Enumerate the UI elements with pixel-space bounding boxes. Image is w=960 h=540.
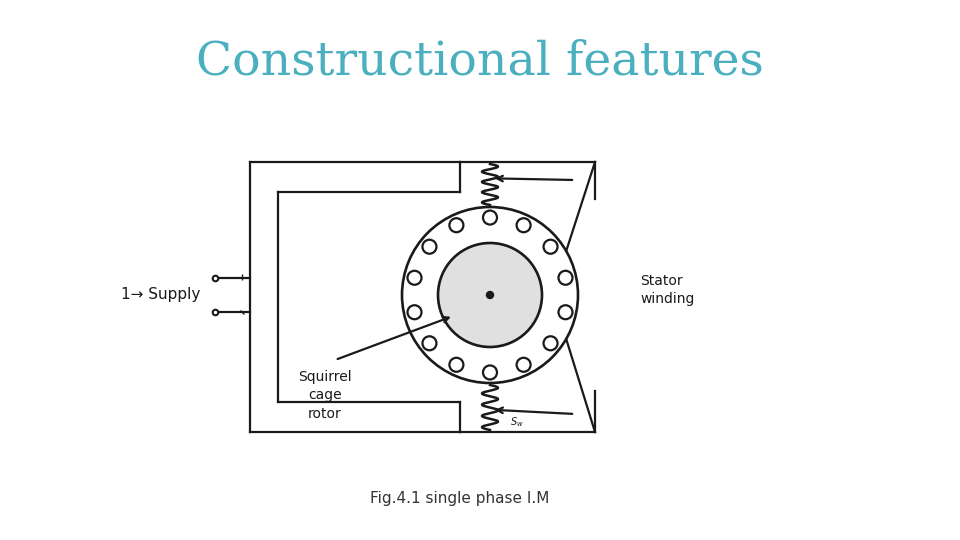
Circle shape [449,358,464,372]
Circle shape [407,305,421,319]
Circle shape [422,240,437,254]
Circle shape [483,211,497,225]
Text: 1→ Supply: 1→ Supply [121,287,200,302]
Circle shape [422,336,437,350]
Text: Fig.4.1 single phase I.M: Fig.4.1 single phase I.M [371,490,550,505]
Text: Squirrel
cage
rotor: Squirrel cage rotor [299,370,351,421]
Circle shape [438,243,542,347]
Circle shape [543,240,558,254]
Circle shape [483,366,497,380]
Circle shape [559,305,572,319]
Circle shape [407,271,421,285]
Circle shape [487,292,493,299]
Circle shape [516,218,531,232]
Text: Constructional features: Constructional features [196,39,764,85]
Circle shape [543,336,558,350]
Circle shape [516,358,531,372]
Circle shape [449,218,464,232]
Circle shape [559,271,572,285]
Text: $S_w$: $S_w$ [510,415,524,429]
Text: Stator
winding: Stator winding [640,274,694,306]
